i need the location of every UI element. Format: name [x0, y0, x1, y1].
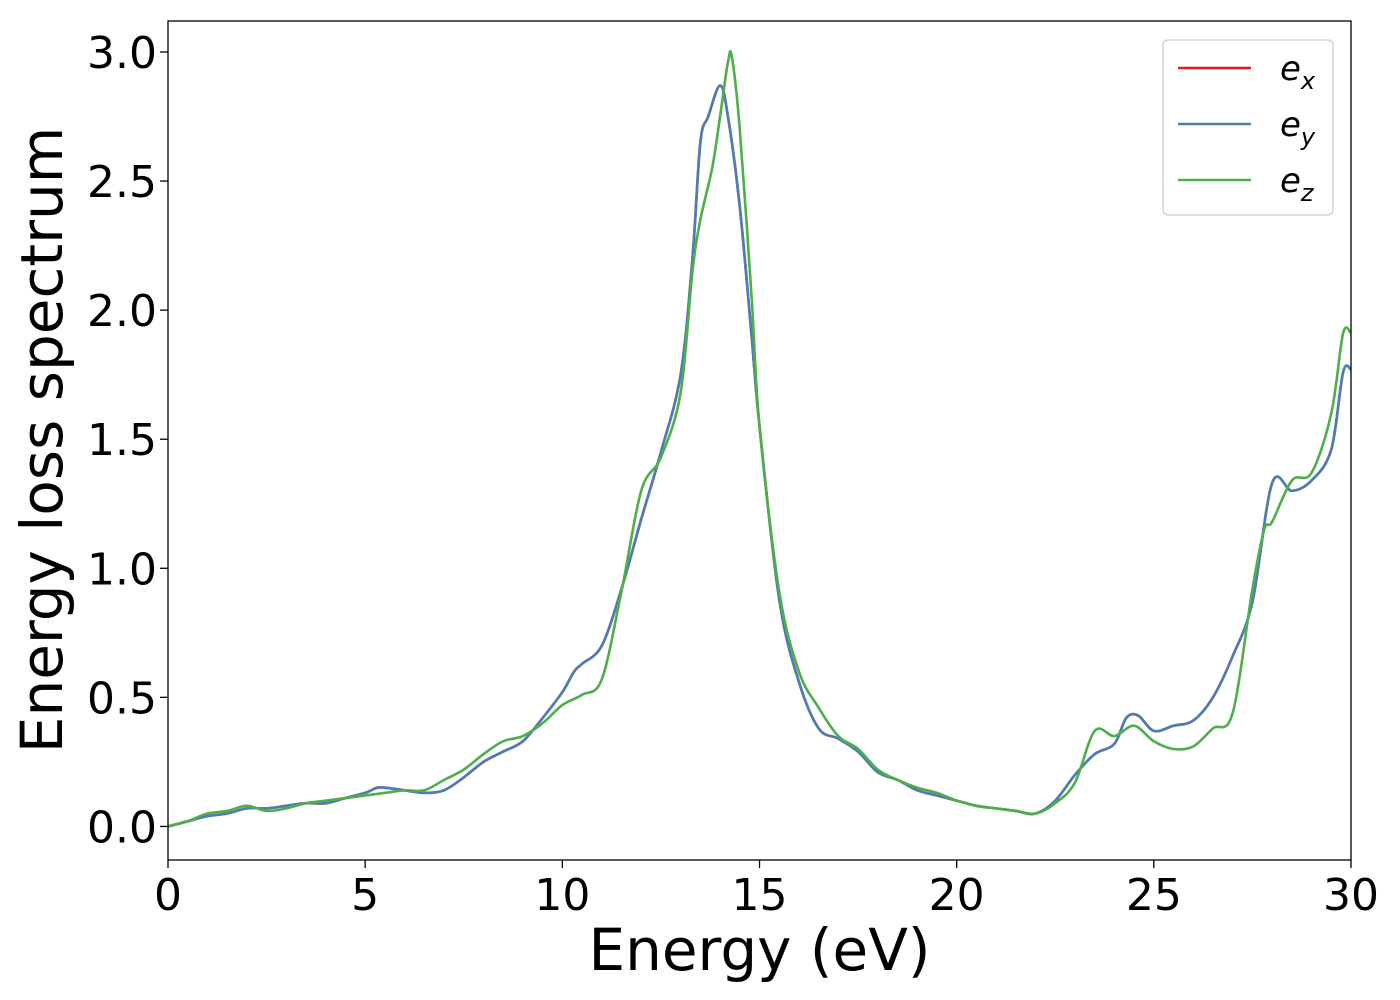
y-axis-title: Energy loss spectrum — [8, 127, 76, 753]
legend-label-z: ez — [1280, 161, 1315, 207]
x-axis-title: Energy (eV) — [588, 916, 930, 984]
legend-box — [1162, 39, 1334, 216]
series-line-z — [168, 49, 1351, 828]
x-tick-label: 5 — [351, 870, 379, 921]
y-tick-label: 1.0 — [87, 544, 157, 595]
x-axis: 0 5 10 15 20 25 30 — [154, 860, 1379, 921]
x-tick-label: 10 — [534, 870, 590, 921]
x-tick-label: 0 — [154, 870, 182, 921]
series-line-y — [168, 84, 1351, 828]
x-tick-label: 15 — [732, 870, 788, 921]
y-tick-label: 2.5 — [87, 157, 157, 208]
legend: ex ey ez — [1162, 39, 1334, 216]
y-tick-label: 3.0 — [87, 28, 157, 79]
legend-label-y: ey — [1280, 105, 1316, 151]
legend-label-x: ex — [1280, 49, 1316, 95]
x-tick-label: 30 — [1323, 870, 1379, 921]
y-tick-label: 1.5 — [87, 415, 157, 466]
series-layer — [168, 49, 1351, 828]
y-tick-label: 0.5 — [87, 673, 157, 724]
y-tick-label: 0.0 — [87, 802, 157, 853]
y-axis: 0.0 0.5 1.0 1.5 2.0 2.5 3.0 — [87, 28, 168, 853]
x-tick-label: 25 — [1126, 870, 1182, 921]
y-tick-label: 2.0 — [87, 286, 157, 337]
x-tick-label: 20 — [929, 870, 985, 921]
